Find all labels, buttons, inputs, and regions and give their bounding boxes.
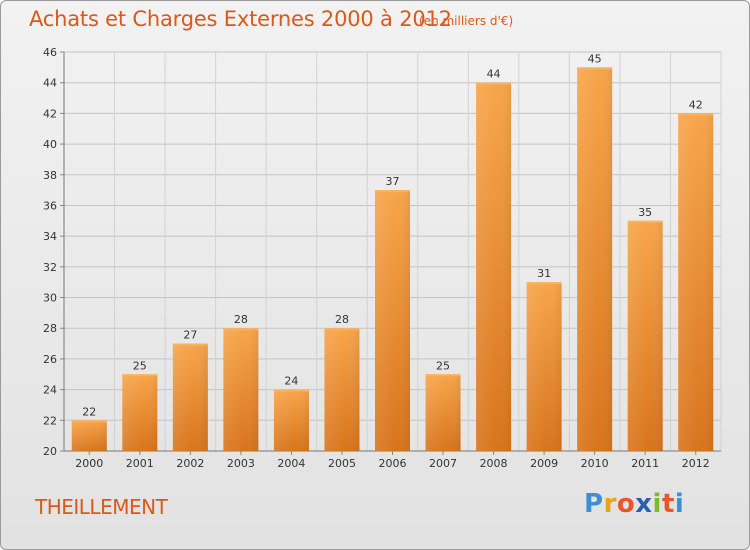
logo-letter: o <box>616 489 636 519</box>
x-tick-label: 2007 <box>429 457 457 470</box>
bar-top-highlight <box>273 389 309 392</box>
y-tick-label: 42 <box>43 107 57 120</box>
y-tick-label: 36 <box>43 199 57 212</box>
x-tick-label: 2004 <box>277 457 305 470</box>
bar-value-label: 25 <box>436 359 450 372</box>
town-name: THEILLEMENT <box>35 495 168 519</box>
x-tick-label: 2008 <box>480 457 508 470</box>
bar-value-label: 42 <box>689 98 703 111</box>
y-tick-label: 32 <box>43 261 57 274</box>
bar-shade <box>122 374 158 451</box>
bar-top-highlight <box>425 374 461 377</box>
y-tick-label: 34 <box>43 230 57 243</box>
logo-letter: P <box>584 489 604 519</box>
bar-top-highlight <box>375 190 410 193</box>
y-tick-label: 46 <box>43 46 57 59</box>
bar-shade <box>476 82 512 451</box>
bar-value-label: 24 <box>284 375 298 388</box>
x-tick-label: 2009 <box>530 457 558 470</box>
logo-letter: r <box>603 489 617 519</box>
bar-shade <box>324 328 360 451</box>
logo-letter: i <box>652 489 662 519</box>
bar-shade <box>526 282 562 451</box>
bar-shade <box>71 420 107 451</box>
bar-top-highlight <box>71 420 107 423</box>
proxiti-logo[interactable]: Proxiti <box>584 489 684 519</box>
y-tick-label: 44 <box>43 77 57 90</box>
logo-letter: t <box>661 489 675 519</box>
x-tick-label: 2012 <box>682 457 710 470</box>
chart-title: Achats et Charges Externes 2000 à 2012 <box>29 7 452 31</box>
bar-shade <box>678 113 714 451</box>
bar-top-highlight <box>476 82 512 85</box>
bar-value-label: 25 <box>133 359 147 372</box>
bar-shade <box>577 67 613 451</box>
bars <box>71 67 714 451</box>
bar-top-highlight <box>678 113 714 116</box>
x-tick-label: 2003 <box>227 457 255 470</box>
x-tick-label: 2002 <box>176 457 204 470</box>
bar-top-highlight <box>526 282 562 285</box>
logo-letter: i <box>674 489 685 519</box>
bar-value-label: 28 <box>335 313 349 326</box>
y-tick-label: 28 <box>43 322 57 335</box>
y-tick-label: 38 <box>43 169 57 182</box>
y-tick-label: 30 <box>43 292 57 305</box>
bar-value-label: 35 <box>638 206 652 219</box>
bar-value-label: 28 <box>234 313 248 326</box>
bar-top-highlight <box>627 220 663 223</box>
logo-letter: x <box>635 489 653 519</box>
x-tick-label: 2006 <box>379 457 407 470</box>
bar-shade <box>425 374 461 451</box>
chart-subtitle: (en milliers d'€) <box>419 14 514 28</box>
x-tick-label: 2001 <box>126 457 154 470</box>
bar-top-highlight <box>577 67 613 70</box>
bar-value-label: 27 <box>183 329 197 342</box>
y-tick-label: 24 <box>43 384 57 397</box>
bar-value-label: 37 <box>386 175 400 188</box>
bar-value-label: 45 <box>588 52 602 65</box>
y-tick-label: 22 <box>43 414 57 427</box>
bar-shade <box>273 389 309 451</box>
y-tick-label: 40 <box>43 138 57 151</box>
x-tick-label: 2005 <box>328 457 356 470</box>
bar-top-highlight <box>324 328 360 331</box>
bar-value-label: 31 <box>537 267 551 280</box>
bar-value-label: 44 <box>487 68 501 81</box>
bar-top-highlight <box>223 328 259 331</box>
x-tick-label: 2000 <box>75 457 103 470</box>
x-tick-label: 2010 <box>581 457 609 470</box>
bar-shade <box>627 220 663 451</box>
bar-shade <box>375 190 410 451</box>
bar-top-highlight <box>122 374 158 377</box>
y-tick-label: 26 <box>43 353 57 366</box>
x-tick-label: 2011 <box>631 457 659 470</box>
labels: 20 22 24 26 28 30 32 34 36 38 40 42 44 46 22 2000 25 2001… <box>43 46 710 470</box>
bar-top-highlight <box>172 343 208 346</box>
bar-shade <box>172 343 208 451</box>
y-tick-label: 20 <box>43 445 57 458</box>
bar-shade <box>223 328 259 451</box>
bar-value-label: 22 <box>82 405 96 418</box>
